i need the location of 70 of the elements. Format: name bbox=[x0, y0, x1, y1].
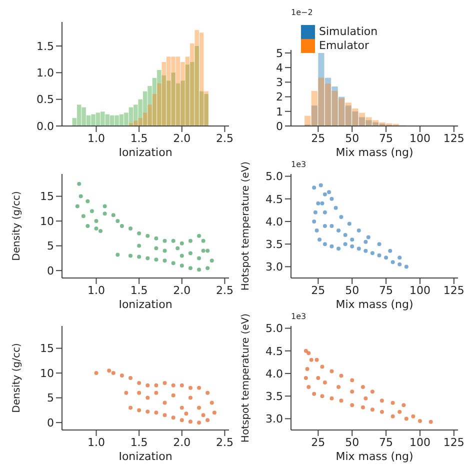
x-tick-label: 100 bbox=[409, 436, 430, 449]
y-tick-label: 5.0 bbox=[266, 322, 283, 336]
y-tick-label: 0.0 bbox=[36, 120, 54, 133]
x-axis-title: Ionization bbox=[118, 146, 172, 159]
x-tick-label: 2.5 bbox=[216, 132, 234, 145]
y-tick-label: 3.0 bbox=[266, 260, 283, 274]
x-axis-title: Ionization bbox=[118, 450, 172, 463]
y-tick-label: 3.0 bbox=[266, 412, 283, 426]
x-tick-label: 125 bbox=[443, 436, 464, 449]
y-tick-label: 4 bbox=[276, 61, 283, 74]
y-tick-label: 0.5 bbox=[36, 93, 54, 106]
x-tick-label: 2.0 bbox=[173, 436, 191, 449]
y-tick-label: 15 bbox=[40, 190, 54, 204]
x-tick-label: 50 bbox=[345, 284, 360, 297]
x-tick-label: 25 bbox=[311, 284, 326, 297]
x-tick-label: 100 bbox=[409, 284, 430, 297]
x-tick-label: 2.0 bbox=[173, 284, 191, 297]
x-tick-label: 1.5 bbox=[130, 284, 148, 297]
y-tick-label: 1.5 bbox=[36, 40, 54, 53]
y-tick-label: 1 bbox=[276, 105, 283, 118]
y-axis-title: Hotspot temperature (eV) bbox=[240, 161, 252, 291]
y-tick-label: 4.5 bbox=[266, 192, 283, 206]
y-tick-label: 4.0 bbox=[266, 367, 283, 380]
x-tick-label: 1.5 bbox=[130, 436, 148, 449]
y-tick-label: 4.0 bbox=[266, 215, 283, 228]
x-tick-label: 125 bbox=[443, 284, 464, 297]
y-tick-label: 5.0 bbox=[266, 170, 283, 184]
y-axis-title: Hotspot temperature (eV) bbox=[240, 313, 252, 443]
y-tick-label: 5 bbox=[47, 240, 54, 253]
y-tick-label: 3.5 bbox=[266, 238, 283, 251]
x-tick-label: 75 bbox=[379, 284, 394, 297]
y-tick-label: 2 bbox=[276, 90, 283, 104]
x-tick-label: 1.0 bbox=[88, 436, 106, 449]
text: 1e3 bbox=[291, 160, 306, 169]
x-tick-label: 50 bbox=[345, 132, 360, 145]
y-axis-title: Density (g/cc) bbox=[12, 343, 23, 413]
y-tick-label: 10 bbox=[40, 366, 54, 380]
y-tick-label: 0 bbox=[276, 120, 283, 133]
y-tick-label: 5 bbox=[276, 46, 283, 60]
x-tick-label: 2.5 bbox=[216, 284, 234, 297]
y-tick-label: 5 bbox=[47, 392, 54, 405]
x-tick-label: 1.0 bbox=[88, 132, 106, 145]
y-tick-label: 10 bbox=[40, 214, 54, 228]
y-tick-label: 15 bbox=[40, 342, 54, 356]
text: 1e−2 bbox=[291, 8, 313, 17]
x-tick-label: 25 bbox=[311, 132, 326, 145]
x-tick-label: 1.0 bbox=[88, 284, 106, 297]
x-tick-label: 25 bbox=[311, 436, 326, 449]
legend-label: Simulation bbox=[319, 25, 378, 38]
x-tick-label: 1.5 bbox=[130, 132, 148, 145]
y-tick-label: 3.5 bbox=[266, 390, 283, 403]
y-tick-label: 1.0 bbox=[36, 66, 54, 80]
y-tick-label: 3 bbox=[276, 76, 283, 90]
y-tick-label: 4.5 bbox=[266, 344, 283, 358]
x-tick-label: 50 bbox=[345, 436, 360, 449]
x-tick-label: 100 bbox=[409, 132, 430, 145]
x-tick-label: 75 bbox=[379, 132, 394, 145]
x-axis-title: Mix mass (ng) bbox=[336, 298, 414, 311]
y-tick-label: 0 bbox=[47, 416, 54, 430]
x-axis-title: Ionization bbox=[118, 298, 172, 311]
x-axis-title: Mix mass (ng) bbox=[336, 450, 414, 463]
y-axis-title: Density (g/cc) bbox=[12, 191, 23, 261]
text: 1e3 bbox=[291, 312, 306, 321]
x-tick-label: 2.5 bbox=[216, 436, 234, 449]
legend-label: Emulator bbox=[319, 39, 369, 52]
y-tick-label: 0 bbox=[47, 264, 54, 278]
x-tick-label: 2.0 bbox=[173, 132, 191, 145]
x-tick-label: 125 bbox=[443, 132, 464, 145]
x-axis-title: Mix mass (ng) bbox=[336, 146, 414, 159]
x-tick-label: 75 bbox=[379, 436, 394, 449]
